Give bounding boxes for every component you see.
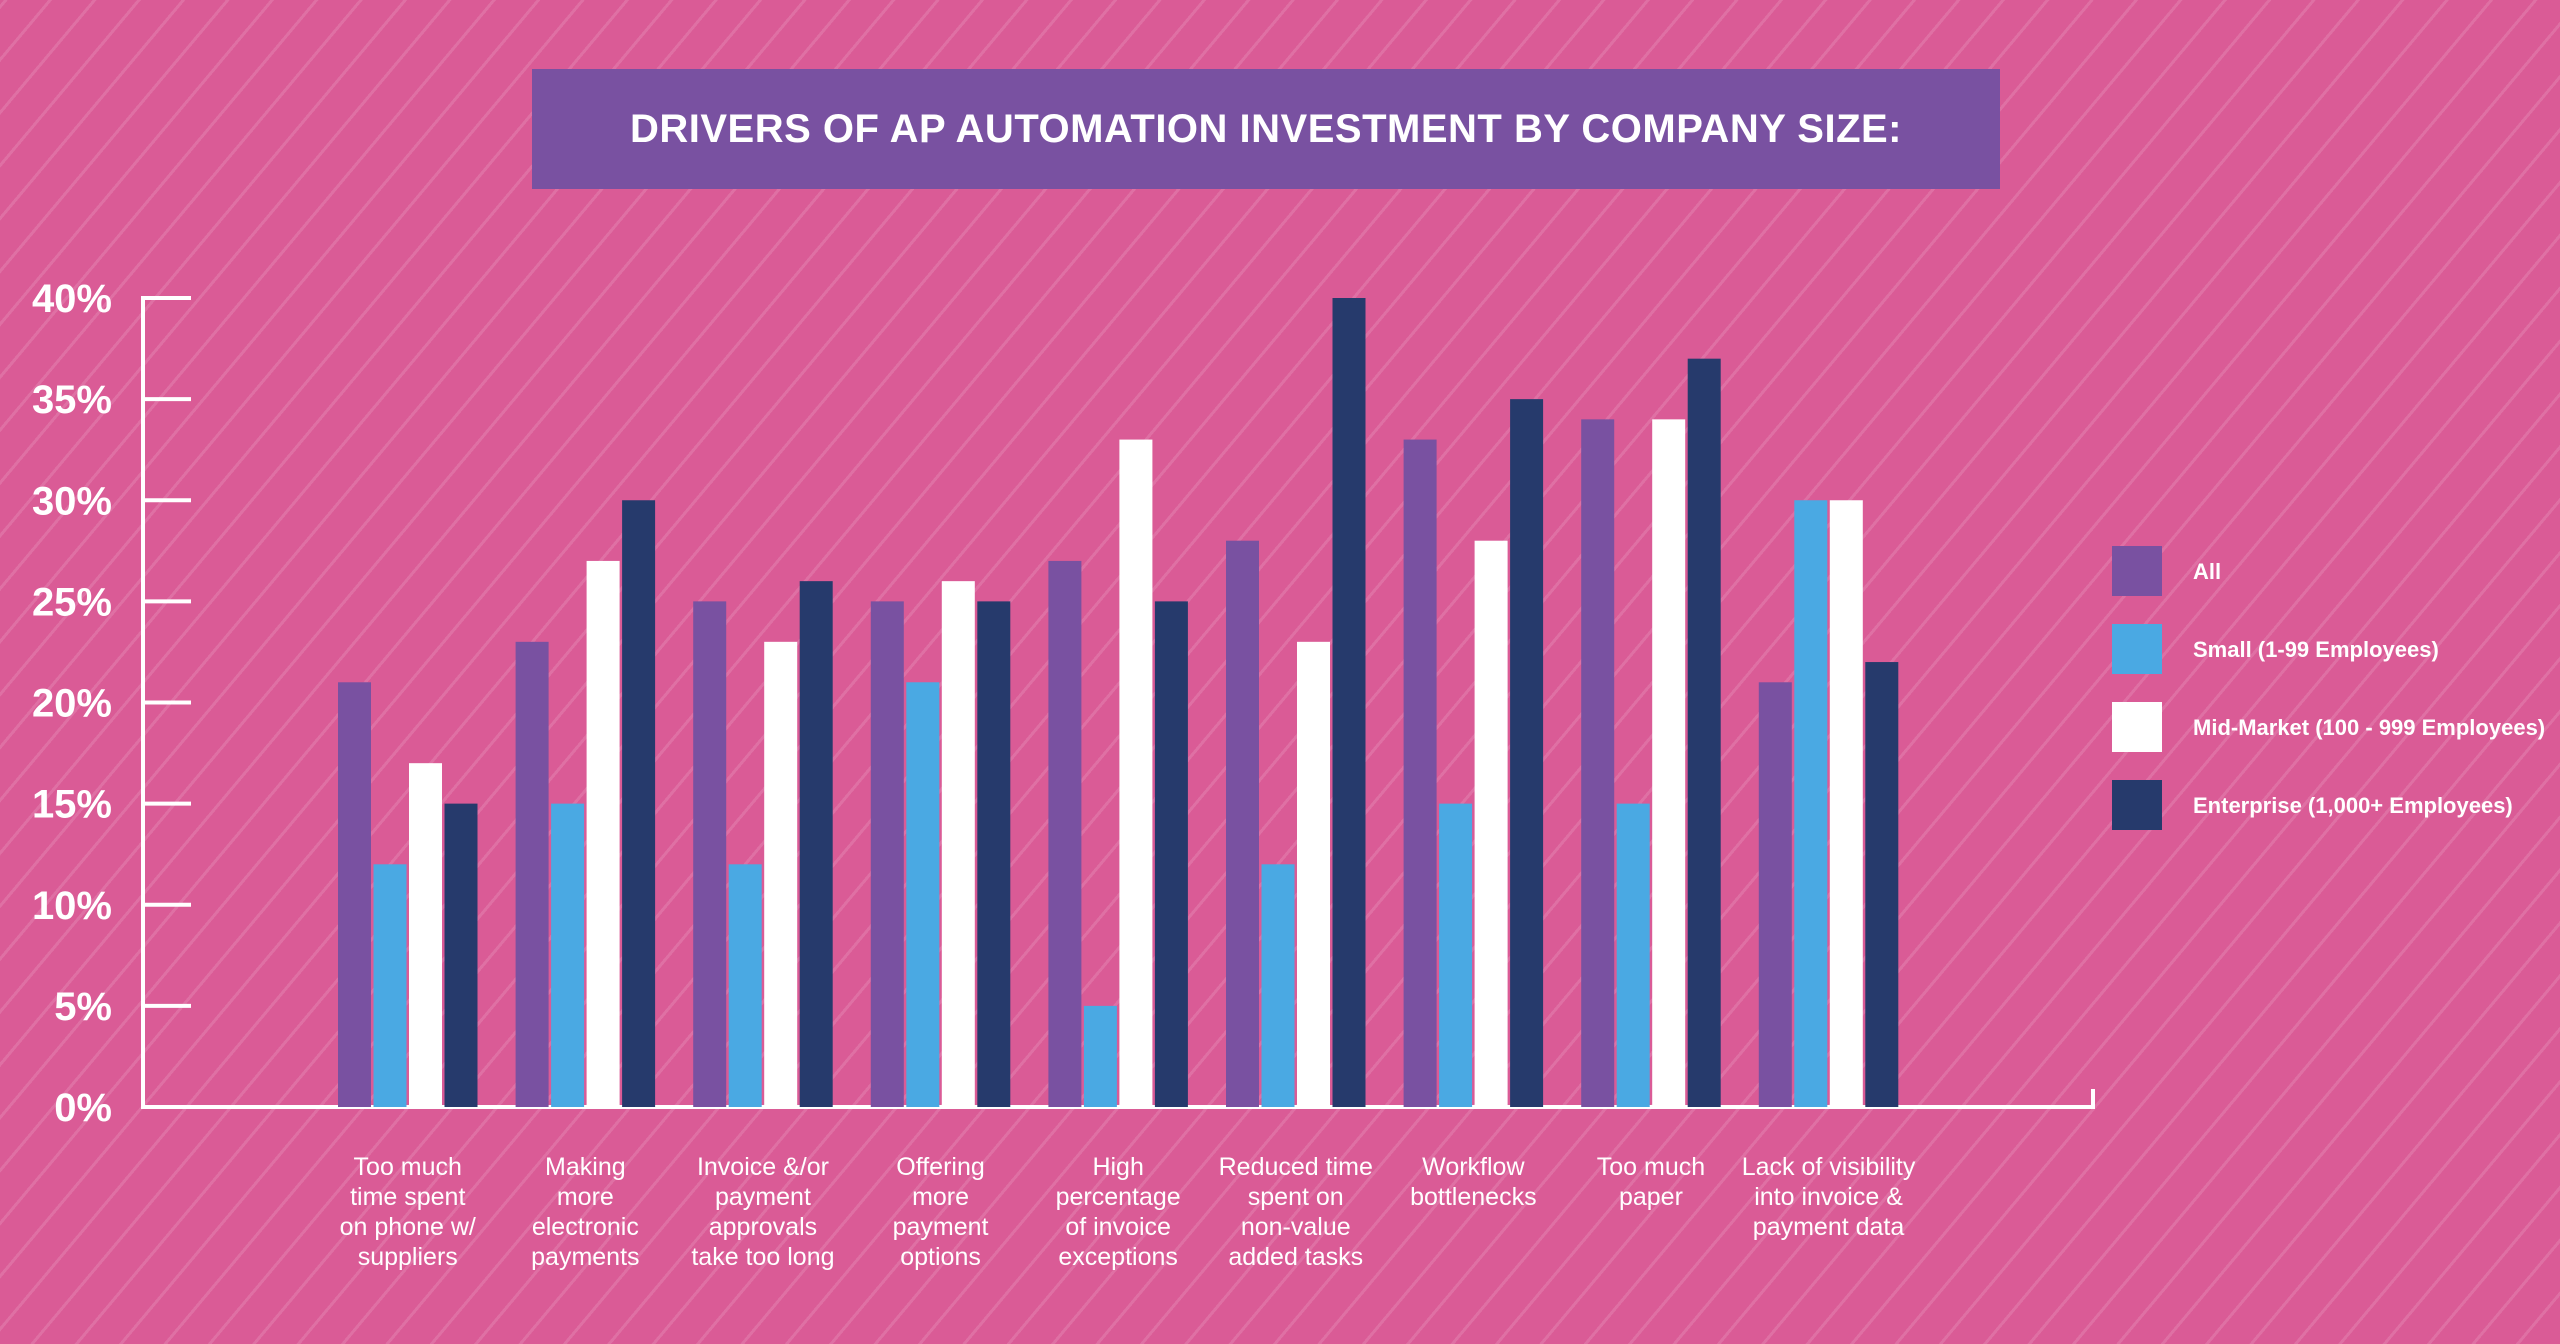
bar-2-6	[1261, 864, 1295, 1107]
bars	[338, 298, 1899, 1108]
bar-4-6	[1332, 298, 1366, 1107]
bar-1-9	[1758, 682, 1792, 1107]
y-tick-label: 20%	[32, 682, 112, 726]
bar-3-1	[409, 763, 442, 1107]
bar-1-6	[1226, 540, 1259, 1107]
category-label: Offering more payment options	[893, 1153, 989, 1271]
bar-2-5	[1083, 1005, 1117, 1107]
y-tick-label: 10%	[32, 884, 112, 928]
bar-3-3	[764, 641, 798, 1107]
category-label: Too much time spent on phone w/suppliers	[340, 1153, 476, 1271]
y-tick-label: 25%	[32, 580, 112, 624]
y-tick-label: 0%	[54, 1086, 112, 1130]
bar-2-2	[551, 803, 585, 1107]
legend-label: Small (1-99 Employees)	[2193, 637, 2439, 662]
category-label: Lack of visibility into invoice & payment …	[1742, 1153, 1916, 1241]
bar-4-8	[1687, 358, 1721, 1107]
bar-4-2	[622, 500, 656, 1107]
bar-1-5	[1048, 560, 1082, 1107]
bar-4-4	[977, 601, 1011, 1107]
category-label: Reduced time spent on non-value added tasks	[1219, 1153, 1373, 1271]
category-label: Too much paper	[1597, 1153, 1705, 1211]
y-tick-label: 15%	[32, 783, 112, 827]
bar-3-4	[941, 581, 975, 1107]
category-label: Workflow bottlenecks	[1410, 1153, 1536, 1211]
bar-2-1	[373, 864, 407, 1107]
bar-3-2	[586, 560, 620, 1107]
y-axis: 0% 5% 10% 15% 20% 25% 30% 35% 40%	[32, 277, 2095, 1130]
bar-3-8	[1652, 419, 1686, 1108]
legend-swatch	[2112, 624, 2162, 674]
y-tick-label: 5%	[54, 985, 112, 1029]
bar-3-7	[1474, 540, 1508, 1107]
bar-4-5	[1154, 601, 1188, 1107]
bar-2-4	[906, 682, 940, 1107]
bar-3-5	[1119, 439, 1153, 1107]
legend-swatch	[2112, 546, 2162, 596]
bar-2-8	[1616, 803, 1650, 1107]
legend-label: Enterprise (1,000+ Employees)	[2193, 793, 2513, 818]
y-tick-label: 35%	[32, 378, 112, 422]
bar-2-3	[728, 864, 762, 1107]
bar-1-8	[1581, 419, 1615, 1108]
bar-4-3	[799, 581, 833, 1107]
bar-2-7	[1439, 803, 1473, 1107]
bar-1-7	[1403, 439, 1437, 1107]
category-label: High percentage of invoice exceptions	[1056, 1153, 1181, 1271]
legend-label: All	[2193, 559, 2221, 584]
legend-swatch	[2112, 702, 2162, 752]
bar-3-9	[1829, 500, 1863, 1107]
legend: All Small (1-99 Employees) Mid-Market (100…	[2112, 546, 2545, 830]
bar-1-1	[338, 682, 371, 1107]
bar-4-9	[1865, 662, 1899, 1107]
bar-2-9	[1794, 500, 1828, 1107]
bar-4-7	[1510, 399, 1544, 1107]
chart-title: DRIVERS OF AP AUTOMATION INVESTMENT BY C…	[629, 106, 1903, 151]
bar-1-4	[870, 601, 904, 1107]
title-banner: DRIVERS OF AP AUTOMATION INVESTMENT BY C…	[532, 69, 2000, 189]
y-tick-label: 40%	[32, 277, 112, 321]
x-axis-labels: Too much time spent on phone w/suppliers Ma…	[340, 1153, 1916, 1271]
category-label: Making more electronic payments	[531, 1153, 639, 1271]
category-label: Invoice &/or payment approvals take too lon…	[691, 1153, 834, 1271]
bar-1-3	[693, 601, 727, 1107]
bar-3-6	[1297, 641, 1330, 1107]
y-tick-label: 30%	[32, 479, 112, 523]
legend-swatch	[2112, 780, 2162, 830]
bar-1-2	[515, 641, 549, 1107]
legend-label: Mid-Market (100 - 999 Employees)	[2193, 715, 2545, 740]
bar-4-1	[444, 803, 478, 1107]
